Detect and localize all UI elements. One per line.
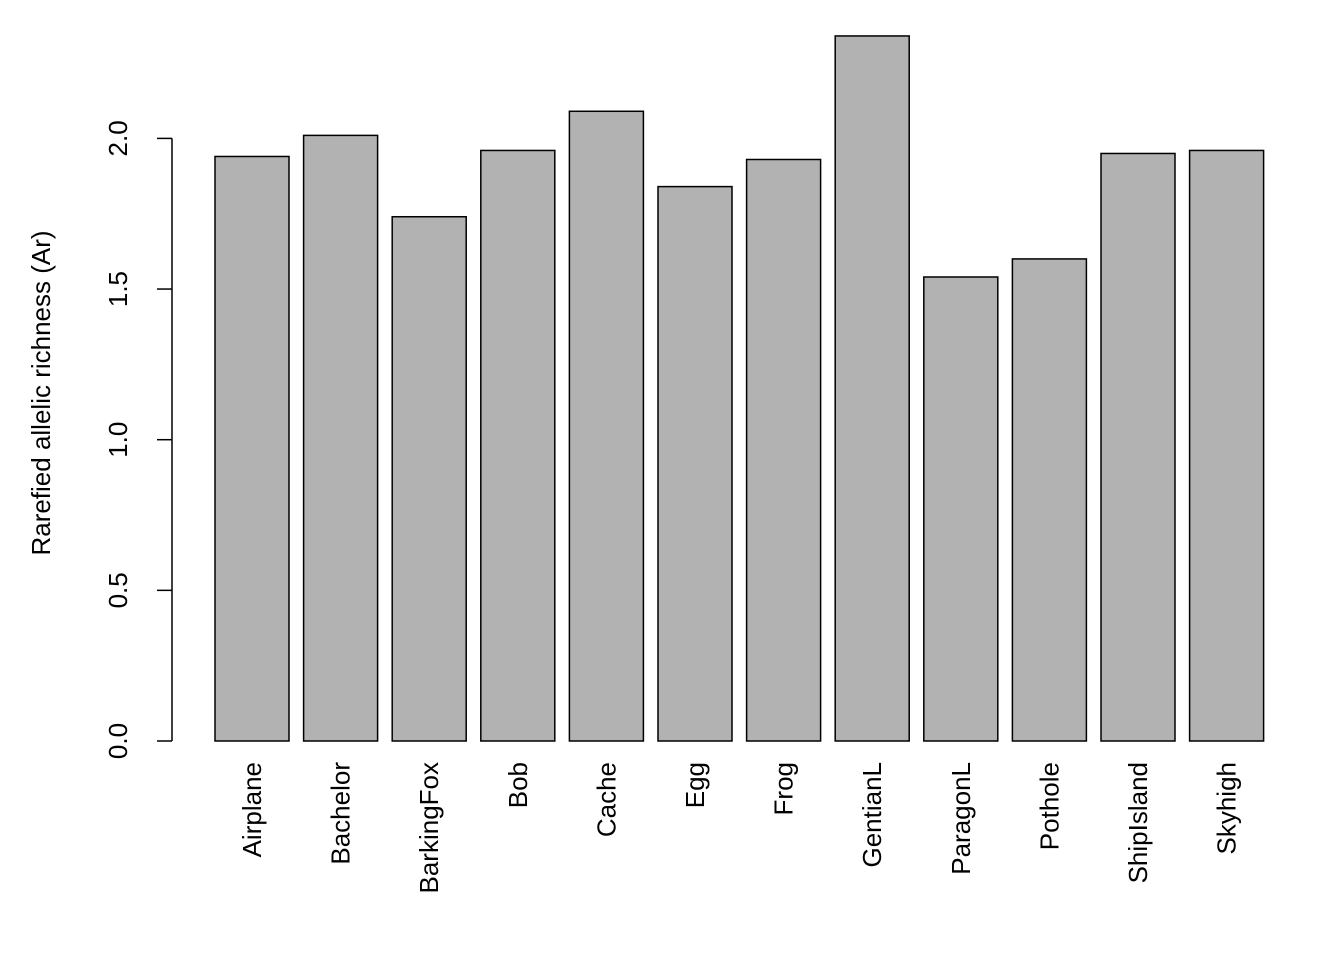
bar-frog [745,158,822,742]
x-tick-label: Egg [680,762,710,808]
bar-skyhigh [1188,149,1265,742]
y-tick-label: 0.0 [103,723,133,759]
y-tick-label: 1.0 [103,422,133,458]
x-tick-label: ShipIsland [1123,762,1153,883]
bar-bob [480,149,556,742]
bar-gentianl [834,35,910,742]
bar-airplane [214,155,290,742]
x-tick-label: Bob [503,762,533,808]
bar-egg [657,185,733,742]
bar-paragonl [923,276,999,742]
bar-bachelor [302,134,379,742]
bar-cache [568,110,645,742]
bars [214,35,1265,742]
x-tick-label: BarkingFox [414,762,444,894]
x-tick-label: Airplane [237,762,267,857]
x-tick-label: Skyhigh [1212,762,1242,855]
bar-shipisland [1100,152,1176,742]
y-axis: 0.0 0.5 1.0 1.5 2.0 [103,120,173,759]
x-tick-labels: Airplane Bachelor BarkingFox Bob Cache Egg Fro… [237,762,1242,894]
y-tick-label: 1.5 [103,271,133,307]
x-tick-label: Pothole [1034,762,1064,850]
y-tick-label: 2.0 [103,120,133,156]
x-tick-label: Frog [769,762,799,815]
x-tick-label: Cache [591,762,621,837]
y-tick-label: 0.5 [103,572,133,608]
bar-barkingfox [391,215,467,742]
x-tick-label: GentianL [857,762,887,868]
bar-pothole [1011,258,1088,742]
x-tick-label: ParagonL [946,762,976,875]
y-axis-label: Rarefied allelic richness (Ar) [26,230,56,555]
x-tick-label: Bachelor [326,762,356,865]
